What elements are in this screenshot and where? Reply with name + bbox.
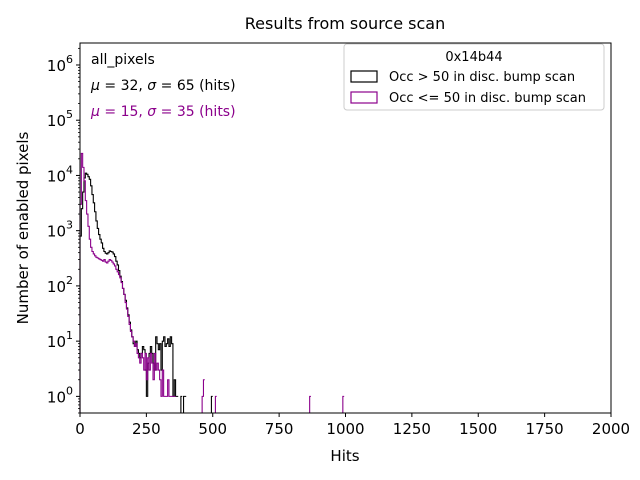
x-tick-label: 1000: [326, 420, 364, 438]
x-tick-label: 750: [265, 420, 294, 438]
x-tick-label: 500: [198, 420, 227, 438]
x-tick-label: 1500: [459, 420, 497, 438]
legend-entry-low: Occ <= 50 in disc. bump scan: [389, 91, 586, 106]
legend-swatch-low: [350, 91, 378, 104]
stats-high-label: μ = 32, σ = 65 (hits): [90, 78, 236, 94]
x-tick-label: 1250: [393, 420, 431, 438]
x-tick-label: 1750: [526, 420, 564, 438]
y-tick-label: 105: [47, 108, 73, 130]
stats-low-sigma: 35: [177, 104, 195, 120]
stats-low-mu: 15: [121, 104, 139, 120]
stats-high-sigma: 65: [177, 78, 195, 94]
legend: 0x14b44 Occ > 50 in disc. bump scan Occ …: [343, 43, 605, 111]
y-tick-label: 101: [47, 329, 73, 351]
series-layer: [79, 152, 345, 413]
x-tick-label: 2000: [592, 420, 630, 438]
legend-entry-high: Occ > 50 in disc. bump scan: [389, 70, 575, 85]
x-tick-label: 250: [132, 420, 161, 438]
plot-frame: [79, 42, 612, 414]
legend-box: [343, 43, 605, 111]
x-tick-label: 0: [75, 420, 85, 438]
series-step-line: [79, 172, 213, 413]
dataset-label: all_pixels: [91, 52, 155, 68]
ticks-layer: 0 250 500 750 1000 1250 1500 1750 2000 100 101 102 1…: [47, 47, 630, 438]
stats-high-unit: (hits): [199, 78, 235, 94]
chart-title: Results from source scan: [245, 14, 445, 33]
y-tick-label: 100: [47, 384, 73, 406]
y-tick-label: 104: [47, 163, 73, 185]
series-occ-low: [79, 152, 345, 413]
legend-title: 0x14b44: [445, 50, 502, 65]
stats-low-unit: (hits): [199, 104, 235, 120]
y-axis-title: Number of enabled pixels: [14, 131, 32, 324]
y-tick-label: 103: [47, 219, 73, 241]
stats-high-mu: 32: [121, 78, 139, 94]
stats-low-label: μ = 15, σ = 35 (hits): [90, 104, 236, 120]
series-step-line: [79, 152, 345, 413]
legend-swatch-high: [350, 70, 378, 83]
y-tick-label: 106: [47, 53, 73, 75]
y-tick-label: 102: [47, 274, 73, 296]
x-axis-title: Hits: [330, 447, 359, 465]
series-occ-high: [79, 172, 213, 413]
